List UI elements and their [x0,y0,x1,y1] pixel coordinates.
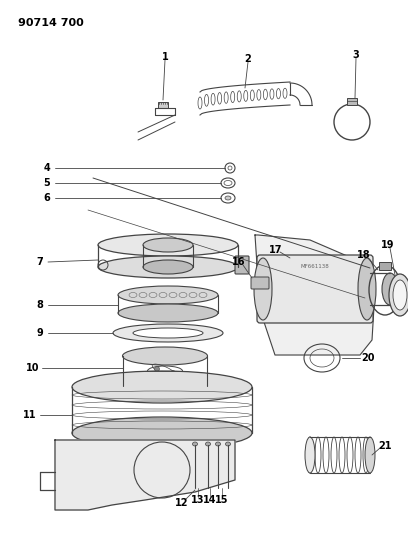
Ellipse shape [118,286,218,304]
Text: 7: 7 [37,257,43,267]
Ellipse shape [225,196,231,200]
Ellipse shape [358,258,376,320]
Text: 21: 21 [378,441,392,451]
Ellipse shape [122,347,208,365]
Text: 3: 3 [353,50,359,60]
FancyBboxPatch shape [379,262,391,270]
FancyBboxPatch shape [235,256,249,274]
Text: 4: 4 [44,163,50,173]
Ellipse shape [143,238,193,252]
Ellipse shape [393,280,407,310]
FancyBboxPatch shape [347,98,357,105]
Text: 5: 5 [44,178,50,188]
Circle shape [171,370,175,376]
Text: 14: 14 [203,495,217,505]
Text: 9: 9 [37,328,43,338]
Ellipse shape [254,258,272,320]
Ellipse shape [226,442,231,446]
Ellipse shape [72,417,252,449]
Text: 13: 13 [191,495,205,505]
Text: 12: 12 [175,498,189,508]
Text: 6: 6 [44,193,50,203]
Text: 8: 8 [37,300,43,310]
Text: 18: 18 [357,250,371,260]
FancyBboxPatch shape [158,102,168,108]
Polygon shape [55,440,235,510]
Ellipse shape [98,256,238,278]
Ellipse shape [206,442,211,446]
Text: 19: 19 [381,240,395,250]
Circle shape [155,367,160,372]
Ellipse shape [389,274,408,316]
Text: 11: 11 [23,410,37,420]
FancyBboxPatch shape [251,277,269,289]
Ellipse shape [98,234,238,256]
Text: 15: 15 [215,495,229,505]
Text: 20: 20 [361,353,375,363]
Ellipse shape [133,328,203,338]
Ellipse shape [113,324,223,342]
Ellipse shape [215,442,220,446]
Ellipse shape [72,371,252,403]
FancyBboxPatch shape [257,255,373,323]
Text: 2: 2 [245,54,251,64]
Text: 17: 17 [269,245,283,255]
Ellipse shape [122,377,208,395]
Ellipse shape [143,260,193,274]
Text: 10: 10 [26,363,40,373]
Text: 16: 16 [232,257,246,267]
Text: 1: 1 [162,52,169,62]
Text: 90714 700: 90714 700 [18,18,84,28]
Ellipse shape [365,437,375,473]
Ellipse shape [382,273,398,305]
Text: MF661138: MF661138 [301,264,329,269]
Ellipse shape [118,304,218,322]
Ellipse shape [305,437,315,473]
Polygon shape [255,235,375,355]
Ellipse shape [193,442,197,446]
